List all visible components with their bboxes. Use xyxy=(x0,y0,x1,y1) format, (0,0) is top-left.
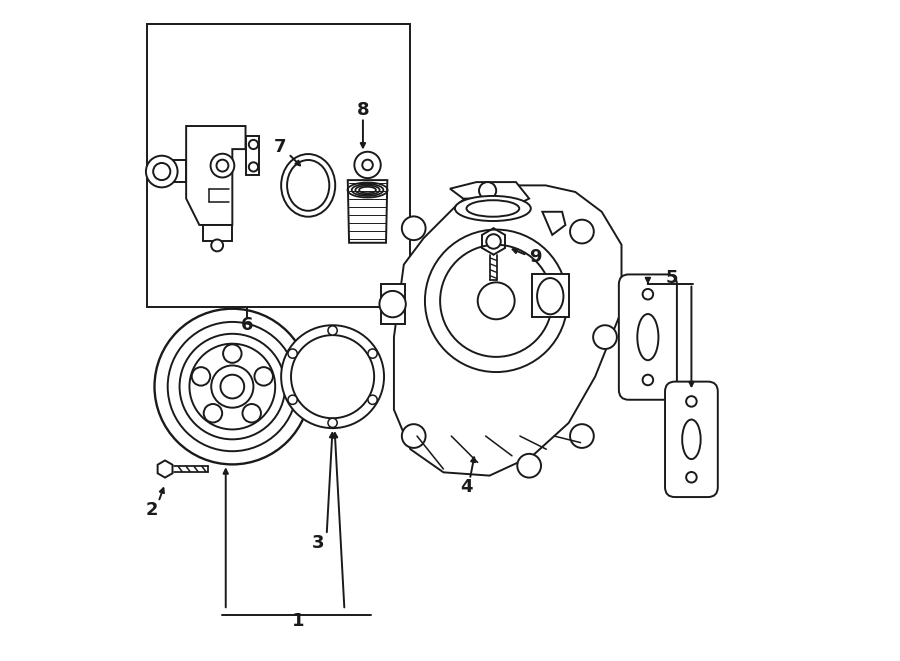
Circle shape xyxy=(479,182,496,199)
Circle shape xyxy=(368,349,377,358)
Polygon shape xyxy=(394,185,622,476)
Circle shape xyxy=(211,154,234,177)
Text: 1: 1 xyxy=(292,611,304,630)
Polygon shape xyxy=(158,461,173,478)
Ellipse shape xyxy=(454,196,531,221)
Circle shape xyxy=(223,344,241,363)
Ellipse shape xyxy=(281,154,335,217)
Circle shape xyxy=(380,291,406,317)
Ellipse shape xyxy=(637,314,659,360)
Circle shape xyxy=(401,424,426,448)
Polygon shape xyxy=(246,136,258,175)
Text: 5: 5 xyxy=(665,269,678,287)
Circle shape xyxy=(217,160,229,172)
Circle shape xyxy=(155,309,310,465)
Circle shape xyxy=(288,395,297,405)
Circle shape xyxy=(401,216,426,240)
Polygon shape xyxy=(381,284,405,324)
Circle shape xyxy=(180,334,285,440)
Circle shape xyxy=(518,454,541,478)
Circle shape xyxy=(686,396,697,407)
Text: 6: 6 xyxy=(241,316,254,334)
Text: 2: 2 xyxy=(146,501,158,519)
Ellipse shape xyxy=(466,200,519,217)
Circle shape xyxy=(643,289,653,299)
Polygon shape xyxy=(450,182,529,205)
Text: 7: 7 xyxy=(274,138,286,156)
Circle shape xyxy=(570,424,594,448)
Circle shape xyxy=(192,367,211,385)
Text: 9: 9 xyxy=(529,248,542,266)
Circle shape xyxy=(291,335,374,418)
Circle shape xyxy=(425,229,567,372)
Circle shape xyxy=(288,349,297,358)
Ellipse shape xyxy=(287,160,329,211)
Circle shape xyxy=(281,325,384,428)
Polygon shape xyxy=(163,161,186,182)
Polygon shape xyxy=(533,274,569,317)
Circle shape xyxy=(190,344,275,430)
Ellipse shape xyxy=(682,420,701,459)
FancyBboxPatch shape xyxy=(619,274,677,400)
Circle shape xyxy=(153,163,170,180)
Text: 3: 3 xyxy=(311,534,324,552)
Polygon shape xyxy=(543,212,565,235)
Circle shape xyxy=(242,404,261,422)
Ellipse shape xyxy=(537,278,563,315)
Circle shape xyxy=(328,326,338,335)
Circle shape xyxy=(203,404,222,422)
Polygon shape xyxy=(186,126,246,225)
Text: 4: 4 xyxy=(460,479,473,496)
Polygon shape xyxy=(202,225,232,241)
Circle shape xyxy=(255,367,273,385)
Circle shape xyxy=(355,152,381,178)
Circle shape xyxy=(686,472,697,483)
Circle shape xyxy=(368,395,377,405)
Circle shape xyxy=(363,160,373,171)
Circle shape xyxy=(212,239,223,251)
Circle shape xyxy=(643,375,653,385)
Circle shape xyxy=(167,322,297,451)
Circle shape xyxy=(593,325,616,349)
Circle shape xyxy=(212,366,254,408)
Circle shape xyxy=(248,140,258,149)
Circle shape xyxy=(328,418,338,428)
Circle shape xyxy=(440,245,553,357)
Text: 8: 8 xyxy=(356,100,369,118)
Circle shape xyxy=(248,163,258,172)
Circle shape xyxy=(478,282,515,319)
Circle shape xyxy=(220,375,244,399)
FancyBboxPatch shape xyxy=(665,381,718,497)
Circle shape xyxy=(570,219,594,243)
Circle shape xyxy=(486,234,500,249)
Circle shape xyxy=(146,156,177,187)
Bar xyxy=(147,24,410,307)
